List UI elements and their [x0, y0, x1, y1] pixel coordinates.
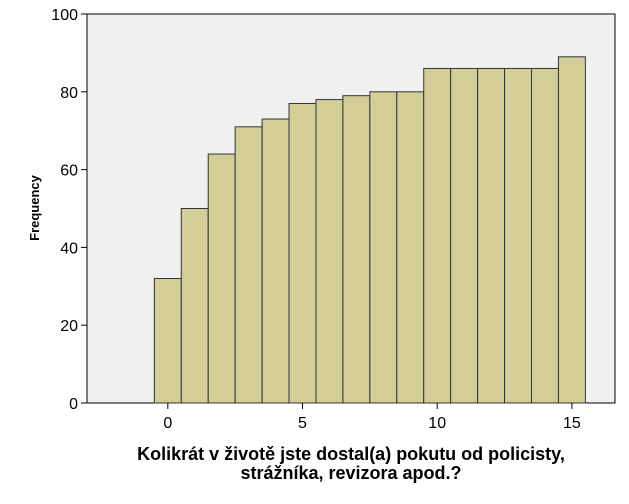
x-tick-label: 5	[298, 415, 307, 432]
y-tick-label: 0	[69, 396, 78, 413]
y-tick-label: 20	[60, 318, 78, 335]
histogram-bar	[450, 67, 479, 404]
histogram-bar	[315, 99, 344, 404]
x-tick-label: 0	[163, 415, 172, 432]
histogram-bar	[180, 208, 209, 404]
histogram-bar	[396, 91, 425, 404]
y-tick-label: 100	[51, 7, 78, 24]
histogram-bar	[557, 56, 586, 404]
histogram-bar	[207, 153, 236, 404]
x-axis-ticks: 0 5 10 15	[163, 403, 581, 432]
histogram-bar	[342, 95, 371, 404]
y-tick-label: 60	[60, 163, 78, 180]
y-axis-ticks: 0 20 40 60 80 100	[51, 7, 87, 413]
x-tick-label: 15	[563, 415, 581, 432]
bars-group	[153, 56, 586, 404]
histogram-bar	[234, 126, 263, 404]
histogram-bar	[504, 67, 532, 404]
histogram-bar	[288, 102, 317, 404]
histogram-bar	[477, 67, 506, 404]
histogram-bar	[530, 67, 559, 404]
y-tick-label: 40	[60, 240, 78, 257]
histogram-bar	[261, 118, 290, 404]
x-axis-title-line-2: strážníka, revizora apod.?	[240, 463, 461, 483]
histogram-bar	[423, 67, 452, 404]
histogram-bar	[369, 91, 398, 404]
x-tick-label: 10	[428, 415, 446, 432]
y-axis-title: Frequency	[27, 174, 42, 241]
histogram-bar	[153, 278, 182, 404]
y-tick-label: 80	[60, 85, 78, 102]
x-axis-title-line-1: Kolikrát v životě jste dostal(a) pokutu …	[137, 444, 565, 464]
